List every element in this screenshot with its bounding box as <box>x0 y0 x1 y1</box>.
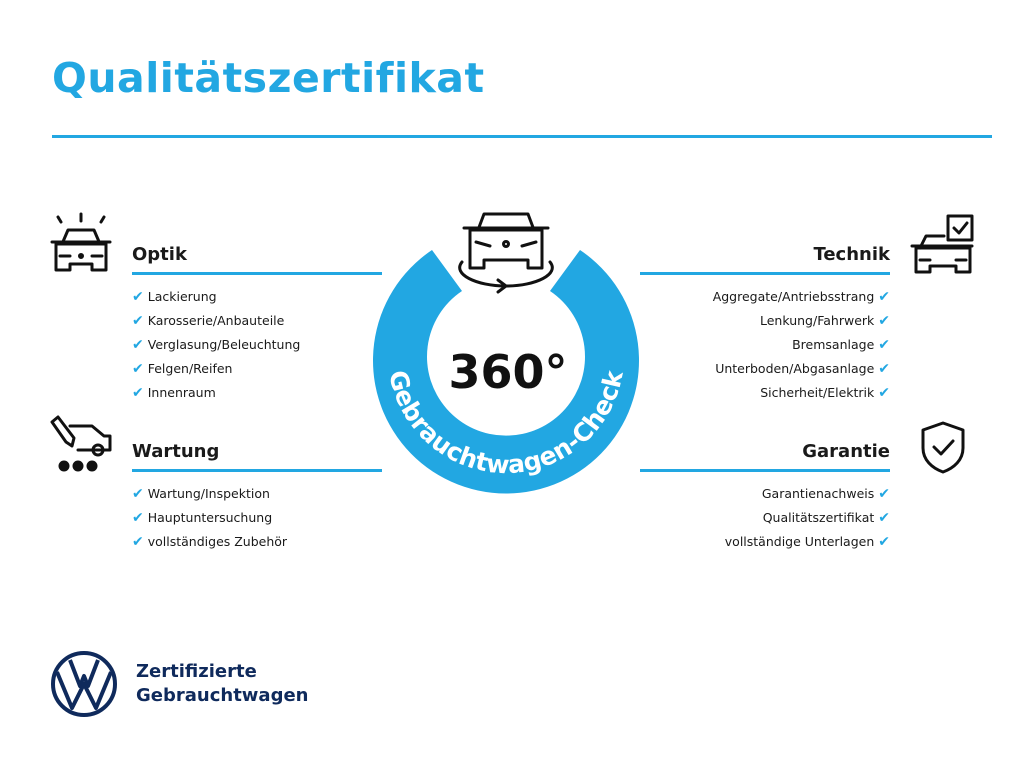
optik-list: ✔ Lackierung ✔ Karosserie/Anbauteile ✔ Vergla… <box>132 285 382 405</box>
check-icon: ✔ <box>132 361 144 377</box>
section-technik: Technik Aggregate/Antriebsstrang ✔ Lenkung… <box>640 242 890 405</box>
checklist-item-label: Wartung/Inspektion <box>147 486 270 501</box>
check-icon: ✔ <box>878 361 890 377</box>
car-rotate-icon <box>458 212 554 294</box>
section-garantie: Garantie Garantienachweis ✔ Qualitätszerti… <box>640 439 890 554</box>
checklist-item: Bremsanlage ✔ <box>640 333 890 357</box>
checklist-item: Aggregate/Antriebsstrang ✔ <box>640 285 890 309</box>
check-icon: ✔ <box>132 510 144 526</box>
badge-ring <box>373 250 639 494</box>
checklist-item-label: Innenraum <box>147 385 216 400</box>
checklist-item-label: Qualitätszertifikat <box>762 510 875 525</box>
checklist-item: ✔ vollständiges Zubehör <box>132 530 382 554</box>
checklist-item-label: Verglasung/Beleuchtung <box>147 337 301 352</box>
check-icon: ✔ <box>132 385 144 401</box>
checklist-item: ✔ Lackierung <box>132 285 382 309</box>
checklist-item: vollständige Unterlagen ✔ <box>640 530 890 554</box>
check-icon: ✔ <box>878 289 890 305</box>
checklist-item: ✔ Karosserie/Anbauteile <box>132 309 382 333</box>
section-wartung: Wartung ✔ Wartung/Inspektion ✔ Hauptuntersu… <box>132 439 382 554</box>
checklist-item: ✔ Wartung/Inspektion <box>132 482 382 506</box>
section-title-optik: Optik <box>132 244 187 265</box>
check-badge: Gebrauchtwagen-Check 360° <box>373 212 639 494</box>
checklist-item-label: vollständiges Zubehör <box>147 534 288 549</box>
checklist-item: ✔ Innenraum <box>132 381 382 405</box>
section-title-wartung: Wartung <box>132 441 220 462</box>
checklist-item: ✔ Felgen/Reifen <box>132 357 382 381</box>
technik-list: Aggregate/Antriebsstrang ✔ Lenkung/Fahrwer… <box>640 285 890 405</box>
page-title: Qualitätszertifikat <box>52 54 485 102</box>
checklist-item-label: Felgen/Reifen <box>147 361 233 376</box>
checklist-item-label: Garantienachweis <box>761 486 875 501</box>
checklist-item-label: vollständige Unterlagen <box>724 534 875 549</box>
brand-text: Zertifizierte Gebrauchtwagen <box>136 660 308 708</box>
section-optik: Optik ✔ Lackierung ✔ Karosserie/Anbauteile ✔… <box>132 242 382 405</box>
garantie-list: Garantienachweis ✔ Qualitätszertifikat ✔ vol… <box>640 482 890 554</box>
check-icon: ✔ <box>878 385 890 401</box>
service-tools-icon <box>50 415 112 472</box>
car-checkbox-icon <box>910 214 974 274</box>
section-divider <box>640 469 890 472</box>
check-icon: ✔ <box>878 510 890 526</box>
check-icon: ✔ <box>132 289 144 305</box>
checklist-item-label: Unterboden/Abgasanlage <box>715 361 875 376</box>
checklist-item-label: Karosserie/Anbauteile <box>147 313 285 328</box>
checklist-item: Unterboden/Abgasanlage ✔ <box>640 357 890 381</box>
section-title-garantie: Garantie <box>802 441 890 462</box>
vw-logo <box>51 651 117 717</box>
badge-value: 360° <box>448 345 567 399</box>
checklist-item-label: Bremsanlage <box>792 337 875 352</box>
checklist-item: Qualitätszertifikat ✔ <box>640 506 890 530</box>
brand-line-2: Gebrauchtwagen <box>136 685 309 706</box>
section-divider <box>640 272 890 275</box>
checklist-item-label: Lackierung <box>147 289 217 304</box>
checklist-item: Lenkung/Fahrwerk ✔ <box>640 309 890 333</box>
section-title-technik: Technik <box>813 244 890 265</box>
check-icon: ✔ <box>132 534 144 550</box>
wartung-list: ✔ Wartung/Inspektion ✔ Hauptuntersuchung ✔ vo… <box>132 482 382 554</box>
check-icon: ✔ <box>132 486 144 502</box>
check-icon: ✔ <box>132 313 144 329</box>
checklist-item: ✔ Hauptuntersuchung <box>132 506 382 530</box>
checklist-item: Sicherheit/Elektrik ✔ <box>640 381 890 405</box>
check-icon: ✔ <box>878 486 890 502</box>
check-icon: ✔ <box>132 337 144 353</box>
check-icon: ✔ <box>878 534 890 550</box>
car-lights-icon <box>50 212 112 272</box>
checklist-item-label: Sicherheit/Elektrik <box>760 385 875 400</box>
shield-check-icon <box>921 421 965 474</box>
checklist-item: ✔ Verglasung/Beleuchtung <box>132 333 382 357</box>
checklist-item-label: Lenkung/Fahrwerk <box>760 313 875 328</box>
checklist-item-label: Aggregate/Antriebsstrang <box>712 289 875 304</box>
check-icon: ✔ <box>878 337 890 353</box>
section-divider <box>132 272 382 275</box>
checklist-item: Garantienachweis ✔ <box>640 482 890 506</box>
brand-line-1: Zertifizierte <box>136 661 257 682</box>
check-icon: ✔ <box>878 313 890 329</box>
section-divider <box>132 469 382 472</box>
title-divider <box>52 135 992 138</box>
checklist-item-label: Hauptuntersuchung <box>147 510 273 525</box>
